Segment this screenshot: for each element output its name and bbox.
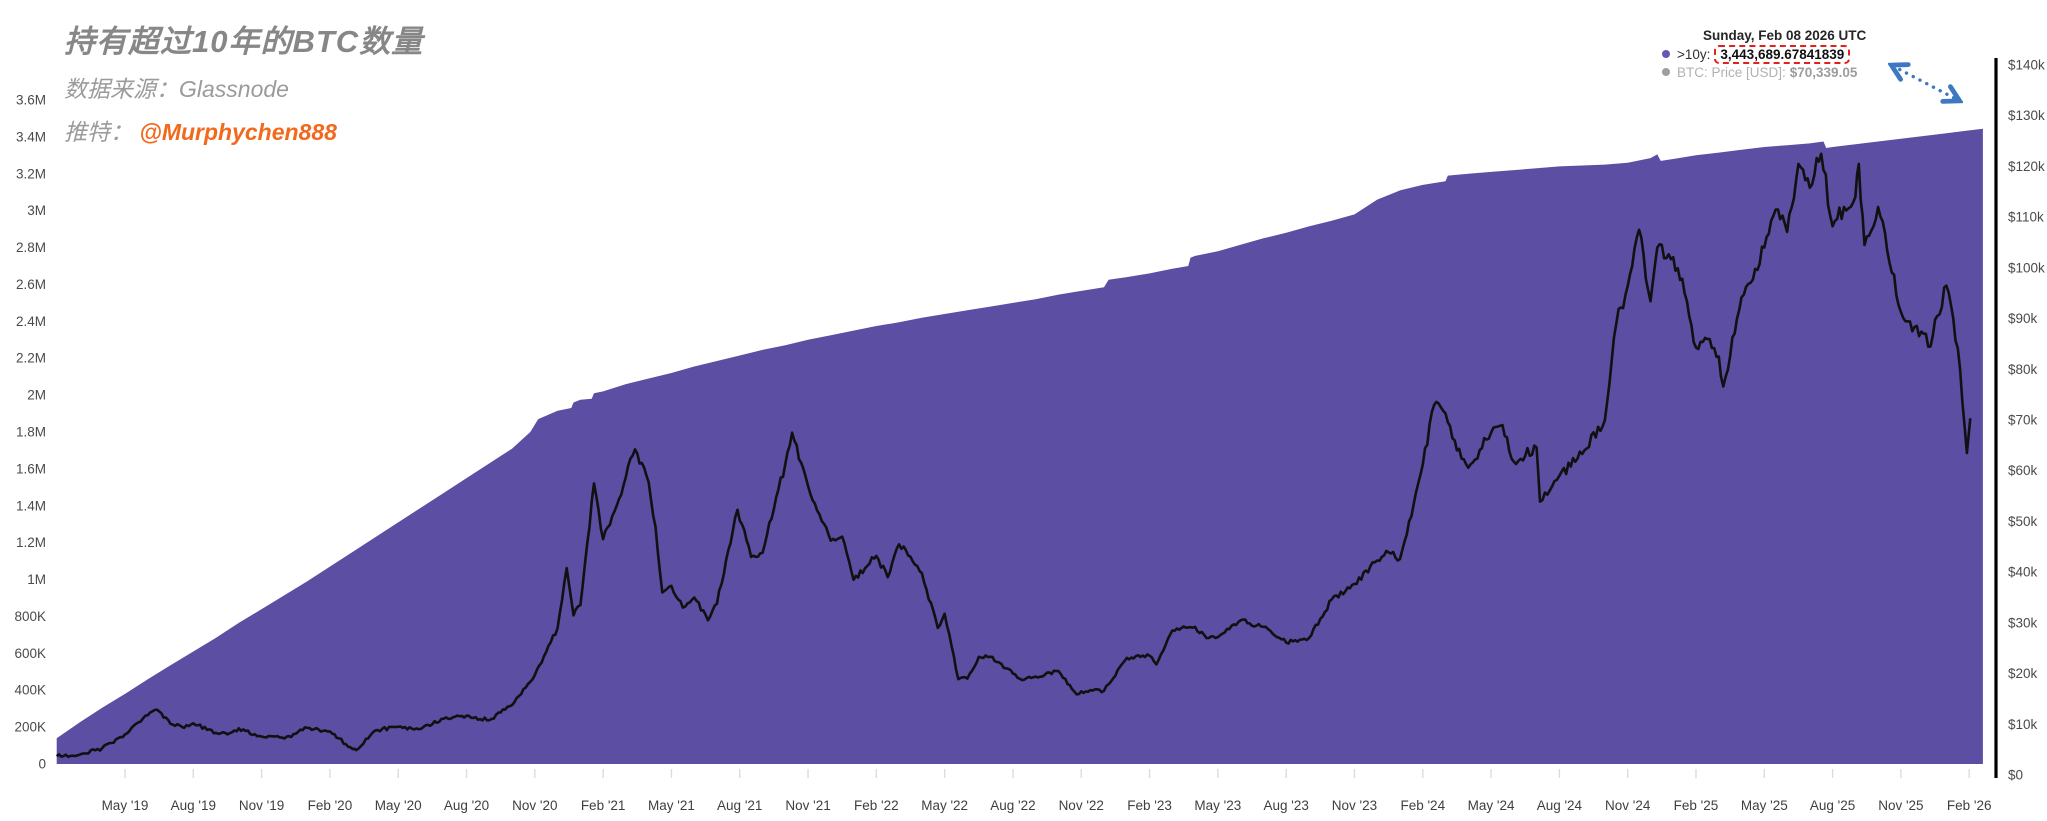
legend-row-supply[interactable]: >10y: 3,443,689.67841839 [1662,44,1866,64]
x-axis-tick-label: May '22 [921,798,968,813]
x-axis-tick-label: Aug '24 [1537,798,1583,813]
supply-series-bullet-icon [1662,50,1670,58]
price-series-bullet-icon [1662,68,1670,76]
x-axis-tick-label: Aug '23 [1263,798,1308,813]
x-axis-tick-label: May '23 [1194,798,1241,813]
legend-date: Sunday, Feb 08 2026 UTC [1703,28,1867,43]
x-axis-tick-label: Aug '22 [990,798,1035,813]
twitter-label: 推特： [64,119,133,145]
left-axis-tick-label: 2.2M [16,351,46,366]
left-axis-tick-label: 1M [27,572,46,587]
x-axis-tick-label: Feb '25 [1674,798,1719,813]
right-axis-tick-label: $120k [2008,159,2045,174]
x-axis-tick-label: May '20 [375,798,422,813]
x-axis-tick-label: Feb '22 [854,798,899,813]
supply-value-highlight-box: 3,443,689.67841839 [1714,44,1851,64]
left-axis-tick-label: 1.6M [16,461,46,476]
x-axis-tick-label: Nov '24 [1605,798,1651,813]
right-axis-tick-label: $60k [2008,463,2038,478]
right-axis-tick-label: $80k [2008,362,2038,377]
btc-price-line [55,152,1972,759]
x-axis-tick-label: Aug '21 [717,798,762,813]
left-axis-tick-label: 2.6M [16,277,46,292]
x-axis-tick-label: Feb '21 [581,798,626,813]
left-axis-tick-label: 3.6M [16,93,46,108]
right-axis-tick-label: $40k [2008,565,2038,580]
twitter-handle: @Murphychen888 [139,119,337,145]
right-axis-tick-label: $10k [2008,717,2038,732]
right-axis-tick-label: $0 [2008,768,2023,783]
price-series-label: BTC: Price [USD]: [1677,64,1786,80]
page-title: 持有超过10年的BTC数量 [64,24,424,59]
x-axis-tick-label: May '19 [102,798,149,813]
x-axis-tick-label: Nov '21 [785,798,830,813]
left-axis-tick-label: 2.8M [16,240,46,255]
x-axis-tick-label: Nov '25 [1878,798,1923,813]
left-axis-tick-label: 200K [14,720,46,735]
supply-area [56,128,1983,765]
x-axis-tick-label: May '21 [648,798,695,813]
left-axis-tick-label: 3.4M [16,129,46,144]
x-axis-tick-label: Aug '20 [444,798,489,813]
left-axis-tick-label: 1.2M [16,535,46,550]
right-axis-tick-label: $90k [2008,311,2038,326]
x-axis-tick-label: Aug '25 [1810,798,1855,813]
left-axis-tick-label: 2M [27,388,46,403]
x-axis-tick-label: Nov '22 [1059,798,1104,813]
x-axis-tick-label: May '25 [1741,798,1788,813]
left-axis-tick-label: 400K [14,683,46,698]
right-axis-tick-label: $50k [2008,514,2038,529]
right-axis-tick-label: $30k [2008,615,2038,630]
x-axis-tick-label: Feb '23 [1127,798,1172,813]
left-axis-tick-label: 1.4M [16,498,46,513]
twitter-line: 推特： @Murphychen888 [64,113,423,147]
right-axis-tick-label: $110k [2008,210,2044,225]
left-axis-tick-label: 0 [38,757,46,772]
legend-row-price[interactable]: BTC: Price [USD]: $70,339.05 [1662,63,1866,81]
x-axis-tick-label: Nov '20 [512,798,557,813]
x-axis-tick-label: Nov '23 [1332,798,1377,813]
left-axis-tick-label: 600K [14,646,46,661]
legend-to-chart-arrow [1893,66,1958,100]
title-block: 持有超过10年的BTC数量 数据来源：Glassnode 推特： @Murphy… [64,16,423,147]
supply-series-value: 3,443,689.67841839 [1720,46,1845,62]
right-axis-tick-label: $20k [2008,666,2038,681]
left-axis-tick-label: 800K [14,609,46,624]
x-axis-tick-label: Aug '19 [171,798,216,813]
right-axis-tick-label: $140k [2008,58,2045,73]
data-source: 数据来源：Glassnode [64,76,289,102]
supply-series-label: >10y: [1677,46,1711,62]
x-axis-tick-label: Feb '24 [1400,798,1445,813]
x-axis-tick-label: Feb '20 [308,798,353,813]
right-axis-tick-label: $100k [2008,260,2045,275]
x-axis-tick-label: Feb '26 [1947,798,1992,813]
chart-legend: Sunday, Feb 08 2026 UTC >10y: 3,443,689.… [1662,28,1866,81]
right-axis-tick-label: $70k [2008,413,2038,428]
left-axis-tick-label: 3M [27,203,46,218]
right-axis-tick-label: $130k [2008,108,2045,123]
left-axis-tick-label: 1.8M [16,425,46,440]
x-axis-tick-label: Nov '19 [239,798,284,813]
left-axis-tick-label: 3.2M [16,166,46,181]
price-series-value: $70,339.05 [1789,64,1858,80]
left-axis-tick-label: 2.4M [16,314,46,329]
x-axis-tick-label: May '24 [1468,798,1515,813]
